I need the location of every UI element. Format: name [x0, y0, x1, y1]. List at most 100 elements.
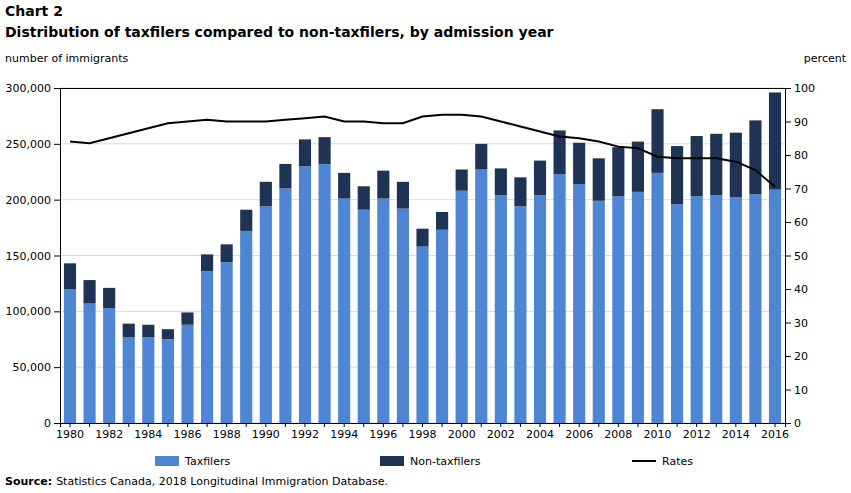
- y2-axis: 0102030405060708090100: [785, 82, 815, 430]
- bar: [319, 164, 331, 423]
- tick: 90: [785, 116, 808, 129]
- tick: 60: [785, 216, 808, 229]
- tick: [442, 423, 443, 427]
- tick: [637, 423, 638, 427]
- grid: [60, 88, 785, 423]
- tick-label: 30: [794, 317, 808, 330]
- tick-label: 150,000: [6, 250, 52, 263]
- tick-mark: [775, 423, 776, 427]
- tick: 100,000: [6, 305, 61, 318]
- bar: [554, 174, 566, 423]
- tick: [246, 423, 247, 427]
- tick-label: 1982: [95, 428, 123, 441]
- legend-item: Rates: [632, 455, 693, 468]
- bar: [221, 244, 233, 262]
- tick-label: 60: [794, 216, 808, 229]
- bar: [221, 262, 233, 423]
- bar: [142, 337, 154, 423]
- grid-line: [60, 88, 785, 89]
- tick-label: 1984: [134, 428, 162, 441]
- tick-label: 100: [794, 82, 815, 95]
- tick-mark: [54, 200, 60, 201]
- tick-mark: [167, 423, 168, 427]
- source-label: Source:: [5, 475, 52, 488]
- bar: [181, 325, 193, 423]
- bar: [495, 195, 507, 423]
- tick-mark: [54, 423, 60, 424]
- tick-mark: [148, 423, 149, 427]
- tick-mark: [500, 423, 501, 427]
- tick: 1990: [252, 423, 280, 441]
- tick-mark: [785, 289, 791, 290]
- legend: Taxfilers Non-taxfilers Rates: [155, 455, 693, 468]
- bar: [456, 191, 468, 423]
- y-axis: 050,000100,000150,000200,000250,000300,0…: [6, 82, 61, 430]
- tick-label: 90: [794, 116, 808, 129]
- x-axis: 1980198219841986198819901992199419961998…: [56, 423, 789, 441]
- tick-label: 2006: [565, 428, 593, 441]
- tick-label: 0: [44, 417, 51, 430]
- tick-label: 1990: [252, 428, 280, 441]
- tick-mark: [696, 423, 697, 427]
- grid-line: [60, 143, 785, 144]
- bar: [240, 210, 252, 231]
- tick: 1998: [409, 423, 437, 441]
- bar: [769, 92, 781, 189]
- tick-mark: [54, 311, 60, 312]
- tick: 1984: [134, 423, 162, 441]
- tick: 10: [785, 384, 808, 397]
- tick: [89, 423, 90, 427]
- bar: [397, 182, 409, 209]
- legend-label: Rates: [662, 455, 693, 468]
- bar: [593, 201, 605, 423]
- bar: [319, 137, 331, 164]
- tick-label: 250,000: [6, 138, 52, 151]
- tick-mark: [54, 144, 60, 145]
- tick-label: 70: [794, 183, 808, 196]
- tick-label: 1992: [291, 428, 319, 441]
- tick: [128, 423, 129, 427]
- tick-mark: [402, 423, 403, 427]
- legend-label: Taxfilers: [184, 455, 230, 468]
- tick-mark: [785, 323, 791, 324]
- axis-line: [60, 89, 61, 424]
- bar: [514, 177, 526, 206]
- bar: [377, 171, 389, 199]
- tick: 1986: [173, 423, 201, 441]
- tick-mark: [246, 423, 247, 427]
- tick-label: 80: [794, 149, 808, 162]
- tick: 50: [785, 250, 808, 263]
- bar: [710, 134, 722, 195]
- tick-mark: [598, 423, 599, 427]
- legend-swatch: [632, 460, 656, 462]
- tick-mark: [265, 423, 266, 427]
- bar: [240, 231, 252, 423]
- tick: [481, 423, 482, 427]
- bar: [84, 304, 96, 423]
- legend-label: Non-taxfilers: [410, 455, 481, 468]
- tick: [520, 423, 521, 427]
- tick-mark: [520, 423, 521, 427]
- bar: [299, 166, 311, 423]
- bar: [358, 186, 370, 209]
- tick-mark: [422, 423, 423, 427]
- tick-mark: [540, 423, 541, 427]
- tick: 1988: [213, 423, 241, 441]
- bar: [691, 196, 703, 423]
- bar: [142, 325, 154, 337]
- tick-mark: [785, 88, 791, 89]
- tick-mark: [559, 423, 560, 427]
- bar: [632, 192, 644, 423]
- legend-item: Non-taxfilers: [380, 455, 481, 468]
- bar: [338, 199, 350, 423]
- tick: 2000: [448, 423, 476, 441]
- bar: [730, 197, 742, 423]
- tick-label: 40: [794, 283, 808, 296]
- tick-mark: [285, 423, 286, 427]
- tick-mark: [226, 423, 227, 427]
- tick: 2016: [761, 423, 789, 441]
- tick: 70: [785, 183, 808, 196]
- tick: [677, 423, 678, 427]
- tick: 150,000: [6, 250, 61, 263]
- legend-item: Taxfilers: [155, 455, 230, 468]
